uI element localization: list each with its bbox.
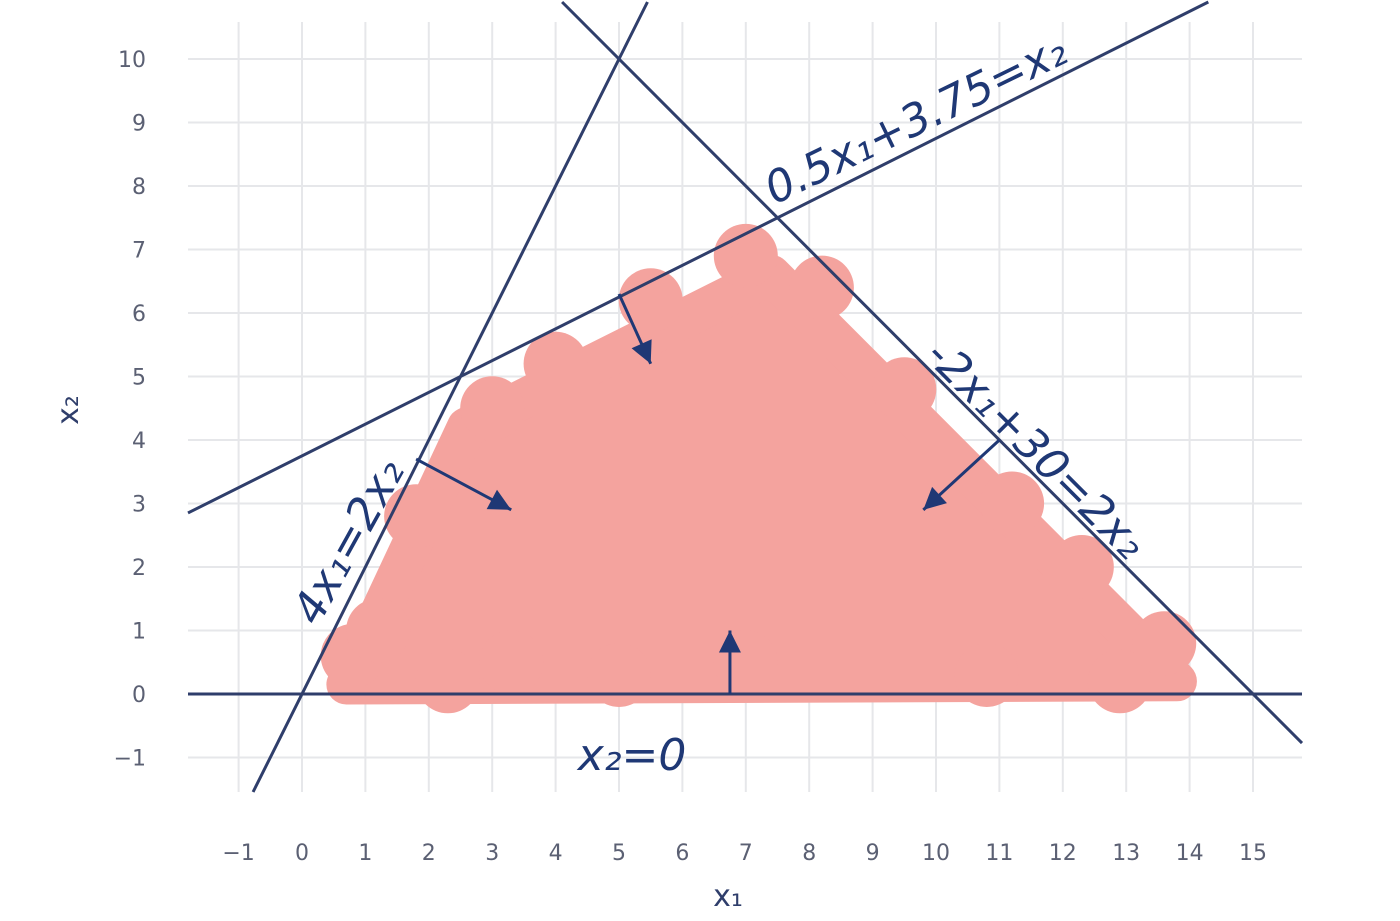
x-tick-label: 6 [675, 841, 689, 866]
region-blob [713, 223, 778, 288]
x-tick-label: 13 [1112, 841, 1140, 866]
constraint-lines [187, 0, 1304, 793]
region-blob [415, 649, 480, 714]
x-tick-label: 7 [739, 841, 753, 866]
y-tick-label: 5 [132, 366, 146, 391]
y-tick-label: 0 [132, 683, 146, 708]
x-tick-label: 3 [485, 841, 499, 866]
region-blob [872, 357, 937, 422]
x-tick-label: 2 [422, 841, 436, 866]
y-tick-label: 1 [132, 620, 146, 645]
x-tick-label: 8 [802, 841, 816, 866]
constraint-label-3: x₂=0 [576, 730, 687, 781]
x-tick-label: 10 [922, 841, 950, 866]
region-blob [713, 630, 778, 695]
y-tick-label: 8 [132, 175, 146, 200]
region-blob [460, 376, 525, 441]
y-tick-label: 7 [132, 239, 146, 264]
arrowhead-1 [631, 339, 652, 364]
x-tick-label: 11 [985, 841, 1013, 866]
x-tick-label: 14 [1176, 841, 1204, 866]
x-tick-label: 0 [295, 841, 309, 866]
y-tick-label: 10 [118, 48, 146, 73]
region-blob [789, 255, 854, 320]
region-blob [479, 630, 544, 695]
y-tick-label: 2 [132, 556, 146, 581]
y-tick-label: 9 [132, 112, 146, 137]
region-blob [587, 642, 651, 707]
region-blob [618, 268, 683, 333]
y-tick-label: 6 [132, 302, 146, 327]
constraint-line-2 [561, 0, 1304, 745]
constraint-line-1 [187, 0, 1209, 515]
x-tick-label: 12 [1049, 841, 1077, 866]
x-axis-title: x₁ [713, 879, 743, 914]
region-blob [1049, 535, 1114, 599]
arrowhead-3 [718, 630, 741, 653]
y-tick-label: −1 [114, 747, 146, 772]
y-tick-label: 4 [132, 429, 146, 454]
x-tick-label: 1 [358, 841, 372, 866]
region-blob [1132, 611, 1197, 676]
x-tick-label: −1 [222, 841, 254, 866]
constraint-line-0 [251, 1, 649, 793]
region-blob [523, 331, 588, 396]
direction-arrows [415, 293, 1001, 694]
feasible-region-layer [320, 223, 1197, 714]
region-blob [1087, 649, 1152, 714]
x-tick-label: 4 [549, 841, 563, 866]
region-blob [954, 642, 1019, 707]
y-axis-title: x₂ [51, 395, 86, 425]
region-blob [346, 598, 411, 663]
y-tick-label: 3 [132, 493, 146, 518]
arrowhead-0 [486, 489, 512, 510]
x-tick-label: 9 [866, 841, 880, 866]
region-blob [980, 471, 1045, 536]
x-tick-label: 15 [1239, 841, 1267, 866]
arrowhead-2 [923, 486, 947, 510]
x-tick-label: 5 [612, 841, 626, 866]
